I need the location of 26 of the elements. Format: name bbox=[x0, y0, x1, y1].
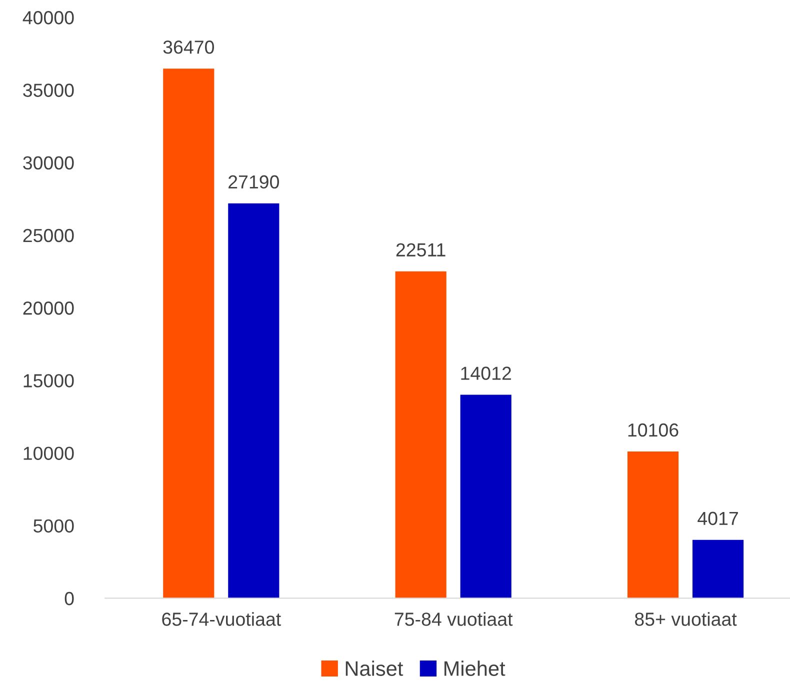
x-tick-label: 75-84 vuotiaat bbox=[394, 612, 513, 626]
bar bbox=[627, 451, 679, 598]
y-tick-label: 15000 bbox=[24, 374, 74, 388]
legend-label: Miehet bbox=[444, 660, 506, 676]
y-tick-label: 40000 bbox=[22, 11, 74, 24]
bar bbox=[395, 271, 446, 598]
bar bbox=[228, 203, 280, 598]
data-label: 22511 bbox=[396, 243, 446, 257]
bar bbox=[460, 394, 512, 598]
y-tick-label: 0 bbox=[64, 592, 74, 606]
bar bbox=[163, 68, 214, 598]
y-tick-label: 5000 bbox=[34, 519, 74, 533]
data-label: 4017 bbox=[698, 512, 738, 526]
y-tick-label: 35000 bbox=[23, 84, 74, 97]
data-label: 10106 bbox=[628, 423, 678, 437]
legend-label: Naiset bbox=[346, 660, 404, 676]
data-label: 27190 bbox=[228, 175, 280, 189]
bar bbox=[692, 540, 744, 598]
y-tick-label: 25000 bbox=[23, 228, 74, 242]
data-label: 14012 bbox=[461, 366, 511, 380]
y-tick-label: 30000 bbox=[23, 156, 74, 170]
y-tick-label: 10000 bbox=[24, 446, 74, 460]
y-tick-label: 20000 bbox=[23, 301, 74, 315]
x-tick-label: 85+ vuotiaat bbox=[634, 612, 737, 626]
x-tick-label: 65-74-vuotiaat bbox=[162, 612, 281, 626]
data-label: 36470 bbox=[163, 40, 214, 54]
